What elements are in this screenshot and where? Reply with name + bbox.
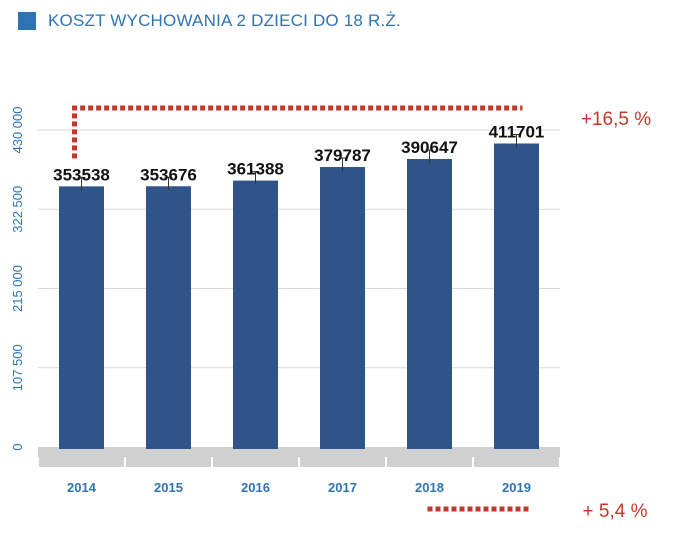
y-tick-label: 430 000 <box>10 107 25 154</box>
y-tick-label: 0 <box>10 443 25 450</box>
data-label: 361388 <box>227 160 284 179</box>
data-label: 353676 <box>140 165 197 184</box>
chart-title: KOSZT WYCHOWANIA 2 DZIECI DO 18 R.Ż. <box>18 10 401 32</box>
x-tick-label: 2016 <box>241 480 270 495</box>
chart-floor <box>37 447 561 467</box>
x-tick-label: 2015 <box>154 480 183 495</box>
data-label: 390647 <box>401 138 458 157</box>
x-tick-label: 2019 <box>502 480 531 495</box>
grid-lines <box>38 129 560 369</box>
x-tick-label: 2017 <box>328 480 357 495</box>
x-tick-label: 2014 <box>67 480 97 495</box>
annotation-bottom-label: + 5,4 % <box>583 501 648 522</box>
annotations: +16,5 % + 5,4 % <box>72 105 651 522</box>
y-tick-label: 107 500 <box>10 344 25 391</box>
bar-2014 <box>59 186 104 449</box>
bar-2015 <box>146 186 191 449</box>
data-label: 353538 <box>53 165 110 184</box>
chart-title-text: KOSZT WYCHOWANIA 2 DZIECI DO 18 R.Ż. <box>48 11 401 30</box>
bar-2016 <box>233 180 278 449</box>
bar-2018 <box>407 159 452 449</box>
bar-2019 <box>494 143 539 450</box>
bar-2017 <box>320 167 365 449</box>
data-labels: 353538 353676 361388 379787 390647 411701 <box>53 122 544 184</box>
y-axis-ticks: 0 107 500 215 000 322 500 430 000 <box>10 107 25 451</box>
growth-bracket-top <box>72 105 523 159</box>
title-square-icon <box>18 12 36 30</box>
y-tick-label: 215 000 <box>10 265 25 312</box>
x-axis-ticks: 2014 2015 2016 2017 2018 2019 <box>67 480 531 495</box>
bars <box>59 133 539 450</box>
annotation-top-label: +16,5 % <box>581 109 651 130</box>
data-label: 411701 <box>489 122 545 141</box>
y-tick-label: 322 500 <box>10 186 25 233</box>
data-label: 379787 <box>314 146 371 165</box>
x-tick-label: 2018 <box>415 480 444 495</box>
